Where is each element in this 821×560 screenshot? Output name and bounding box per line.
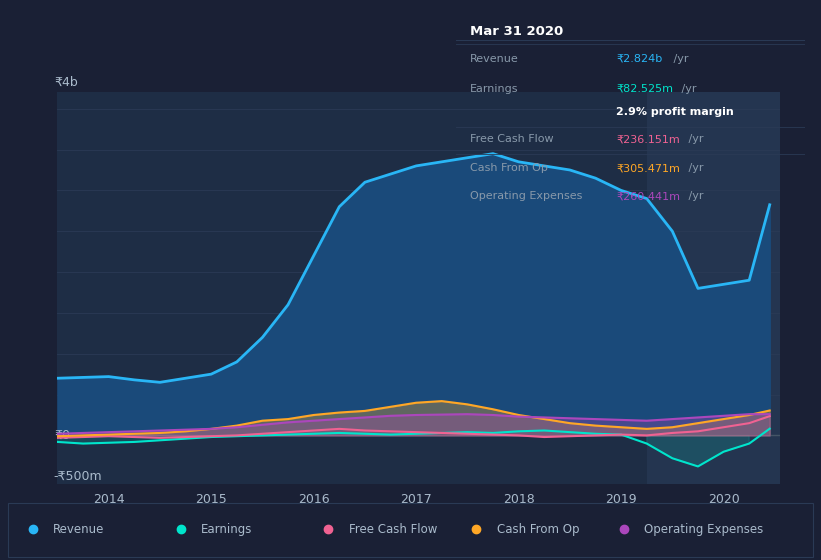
Text: Free Cash Flow: Free Cash Flow bbox=[470, 134, 553, 144]
Bar bbox=[647, 92, 780, 484]
Text: Revenue: Revenue bbox=[53, 522, 105, 536]
Text: Revenue: Revenue bbox=[470, 54, 518, 64]
Text: ₹305.471m: ₹305.471m bbox=[616, 164, 680, 173]
Text: Earnings: Earnings bbox=[470, 84, 518, 94]
Text: Cash From Op: Cash From Op bbox=[497, 522, 579, 536]
Text: ₹236.151m: ₹236.151m bbox=[616, 134, 680, 144]
Text: /yr: /yr bbox=[686, 134, 704, 144]
Text: ₹4b: ₹4b bbox=[54, 76, 78, 88]
Text: ₹0: ₹0 bbox=[54, 429, 70, 442]
Text: ₹2.824b: ₹2.824b bbox=[616, 54, 663, 64]
Text: /yr: /yr bbox=[686, 191, 704, 201]
Text: Operating Expenses: Operating Expenses bbox=[644, 522, 764, 536]
Text: Mar 31 2020: Mar 31 2020 bbox=[470, 25, 563, 38]
Text: 2.9% profit margin: 2.9% profit margin bbox=[616, 106, 734, 116]
Text: /yr: /yr bbox=[686, 164, 704, 173]
Text: Cash From Op: Cash From Op bbox=[470, 164, 548, 173]
Text: ₹82.525m: ₹82.525m bbox=[616, 84, 673, 94]
Text: Operating Expenses: Operating Expenses bbox=[470, 191, 582, 201]
Text: /yr: /yr bbox=[677, 84, 696, 94]
Text: Earnings: Earnings bbox=[201, 522, 253, 536]
Text: ₹260.441m: ₹260.441m bbox=[616, 191, 680, 201]
Text: Free Cash Flow: Free Cash Flow bbox=[349, 522, 438, 536]
Text: -₹500m: -₹500m bbox=[54, 470, 103, 483]
Text: /yr: /yr bbox=[670, 54, 688, 64]
